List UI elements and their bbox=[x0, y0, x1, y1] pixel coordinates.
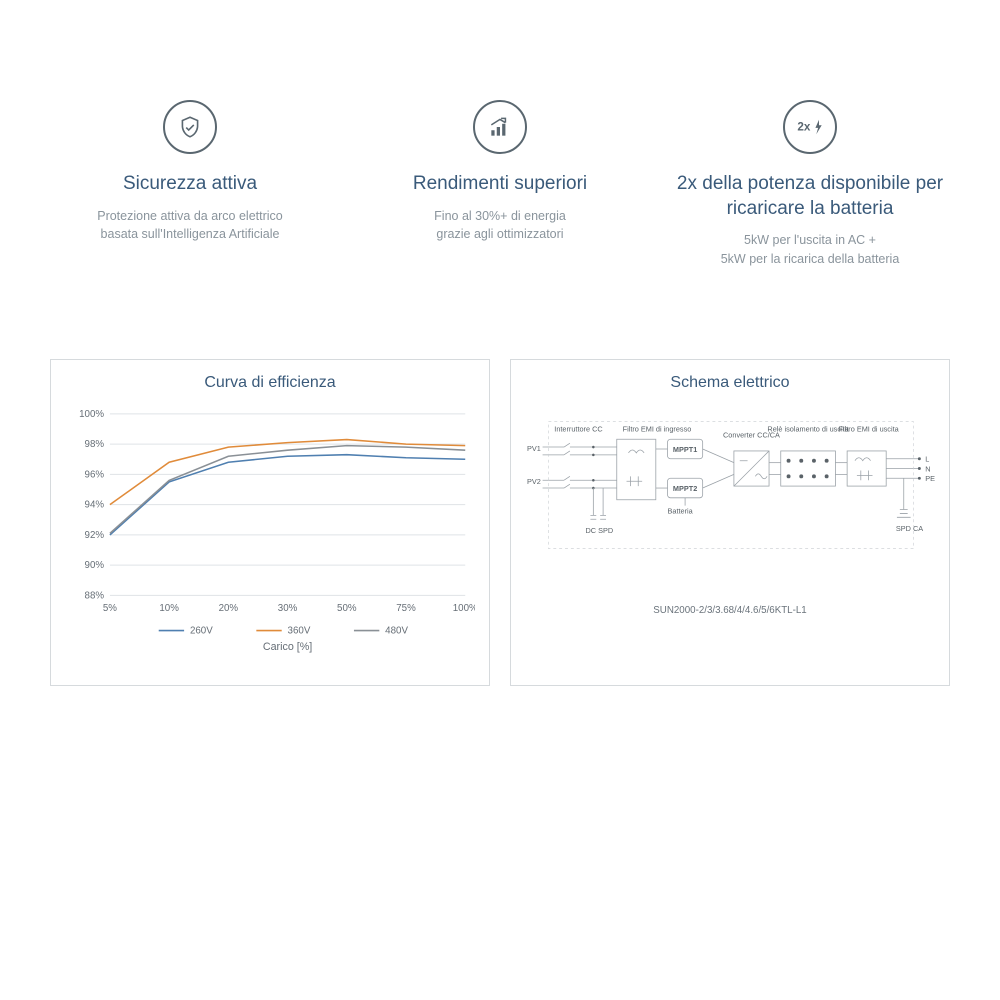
schematic-diagram: Interruttore CC Filtro EMI di ingresso PV1… bbox=[525, 408, 935, 662]
svg-text:L: L bbox=[925, 455, 929, 464]
svg-text:MPPT1: MPPT1 bbox=[673, 445, 697, 454]
svg-text:480V: 480V bbox=[385, 625, 408, 636]
feature-title: 2x della potenza disponibile perricarica… bbox=[677, 172, 943, 221]
svg-text:MPPT2: MPPT2 bbox=[673, 484, 697, 493]
svg-text:Filtro EMI di ingresso: Filtro EMI di ingresso bbox=[623, 424, 692, 433]
svg-text:96%: 96% bbox=[85, 469, 105, 480]
svg-text:Batteria: Batteria bbox=[668, 506, 694, 515]
svg-text:Interruttore CC: Interruttore CC bbox=[554, 424, 602, 433]
efficiency-panel: Curva di efficienza 88% 90% 92% 94% 96% 98% 10… bbox=[50, 359, 490, 686]
svg-text:Carico [%]: Carico [%] bbox=[263, 641, 312, 653]
panels-row: Curva di efficienza 88% 90% 92% 94% 96% 98% 10… bbox=[50, 359, 950, 686]
svg-text:Filtro EMI di uscita: Filtro EMI di uscita bbox=[839, 424, 900, 433]
feature-title: Rendimenti superiori bbox=[413, 172, 587, 197]
svg-text:360V: 360V bbox=[288, 625, 311, 636]
feature-desc: Fino al 30%+ di energiagrazie agli ottim… bbox=[434, 207, 566, 245]
svg-text:PV1: PV1 bbox=[527, 444, 541, 453]
svg-text:90%: 90% bbox=[85, 560, 105, 571]
svg-text:50%: 50% bbox=[337, 603, 357, 614]
svg-text:SPD CA: SPD CA bbox=[896, 524, 923, 533]
feature-yield: Rendimenti superiori Fino al 30%+ di ene… bbox=[360, 100, 640, 269]
growth-chart-icon bbox=[473, 100, 527, 154]
svg-text:100%: 100% bbox=[79, 409, 104, 420]
svg-text:DC SPD: DC SPD bbox=[586, 526, 614, 535]
features-row: Sicurezza attiva Protezione attiva da ar… bbox=[50, 100, 950, 269]
svg-text:PE: PE bbox=[925, 474, 935, 483]
feature-2x-power: 2x 2x della potenza disponibile perricar… bbox=[670, 100, 950, 269]
svg-text:92%: 92% bbox=[85, 530, 105, 541]
svg-text:260V: 260V bbox=[190, 625, 213, 636]
schematic-panel: Schema elettrico Interruttore CC Filtro E… bbox=[510, 359, 950, 686]
feature-security: Sicurezza attiva Protezione attiva da ar… bbox=[50, 100, 330, 269]
svg-text:75%: 75% bbox=[396, 603, 416, 614]
shield-icon bbox=[163, 100, 217, 154]
efficiency-title: Curva di efficienza bbox=[65, 374, 475, 392]
svg-text:2x: 2x bbox=[797, 121, 811, 134]
2x-bolt-icon: 2x bbox=[783, 100, 837, 154]
svg-text:88%: 88% bbox=[85, 590, 105, 601]
svg-text:Relè isolamento di uscita: Relè isolamento di uscita bbox=[767, 424, 849, 433]
efficiency-chart: 88% 90% 92% 94% 96% 98% 100% 5% 10% 20% 30% 50% 75% 1… bbox=[65, 408, 475, 662]
feature-desc: Protezione attiva da arco elettricobasat… bbox=[97, 207, 283, 245]
svg-text:5%: 5% bbox=[103, 603, 117, 614]
feature-desc: 5kW per l'uscita in AC +5kW per la ricar… bbox=[721, 231, 900, 269]
feature-title: Sicurezza attiva bbox=[123, 172, 257, 197]
svg-text:100%: 100% bbox=[453, 603, 475, 614]
svg-text:N: N bbox=[925, 464, 930, 473]
svg-text:98%: 98% bbox=[85, 439, 105, 450]
schematic-title: Schema elettrico bbox=[525, 374, 935, 392]
svg-text:SUN2000-2/3/3.68/4/4.6/5/6KTL-: SUN2000-2/3/3.68/4/4.6/5/6KTL-L1 bbox=[653, 605, 806, 616]
svg-text:10%: 10% bbox=[159, 603, 179, 614]
svg-text:20%: 20% bbox=[219, 603, 239, 614]
svg-text:30%: 30% bbox=[278, 603, 298, 614]
svg-text:PV2: PV2 bbox=[527, 477, 541, 486]
svg-text:94%: 94% bbox=[85, 499, 105, 510]
